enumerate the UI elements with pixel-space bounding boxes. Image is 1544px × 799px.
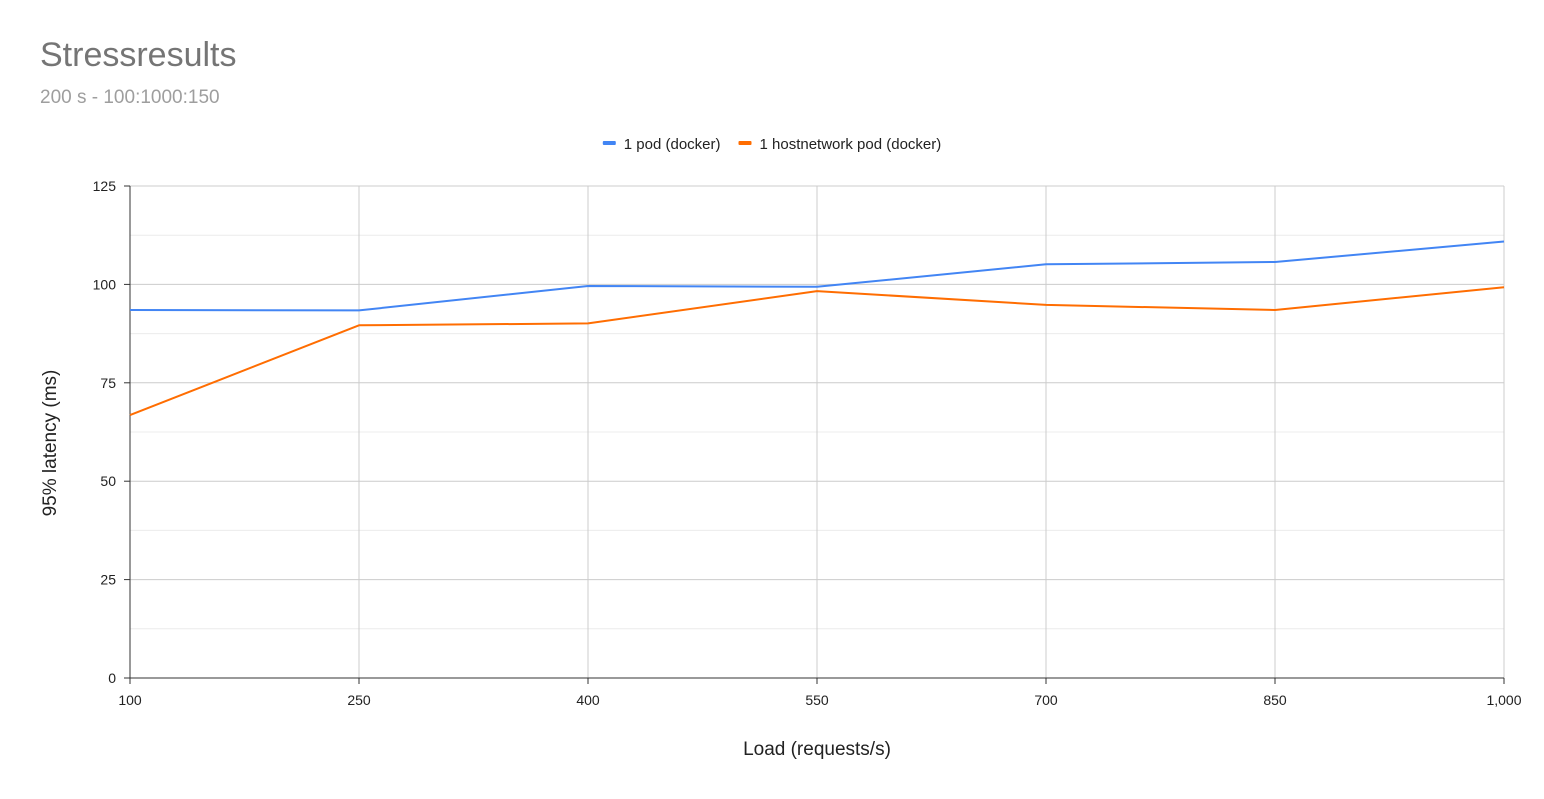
axes <box>124 185 1505 684</box>
y-tick-label: 75 <box>100 375 116 391</box>
series-line-2 <box>129 286 1505 417</box>
legend-item-2: 1 hostnetwork pod (docker) <box>738 136 942 153</box>
y-tick-label: 100 <box>93 276 117 292</box>
x-axis-title: Load (requests/s) <box>743 739 891 760</box>
y-axis-title: 95% latency (ms) <box>40 370 61 517</box>
y-tick-label: 125 <box>93 178 117 194</box>
y-tick-label: 0 <box>108 670 116 686</box>
x-tick-label: 550 <box>805 692 829 708</box>
legend-item-1: 1 pod (docker) <box>602 136 721 153</box>
x-tick-label: 1,000 <box>1486 692 1521 708</box>
chart-subtitle: 200 s - 100:1000:150 <box>40 87 220 108</box>
legend-label: 1 hostnetwork pod (docker) <box>760 136 942 153</box>
legend-swatch <box>738 141 752 145</box>
y-tick-label: 50 <box>100 473 116 489</box>
chart-title: Stressresults <box>40 36 237 74</box>
y-tick-label: 25 <box>100 572 116 588</box>
grid-lines <box>130 185 1505 678</box>
series-layer <box>129 240 1505 417</box>
x-tick-label: 400 <box>576 692 600 708</box>
x-tick-label: 250 <box>347 692 371 708</box>
tick-labels: 0 25 50 75 100 125 100 250 400 550 700 850 1,000 <box>93 178 1522 708</box>
series-line-1 <box>129 240 1505 312</box>
legend-swatch <box>602 141 616 145</box>
x-tick-label: 700 <box>1034 692 1058 708</box>
legend-label: 1 pod (docker) <box>624 136 721 153</box>
x-tick-label: 100 <box>118 692 142 708</box>
x-tick-label: 850 <box>1263 692 1287 708</box>
legend: 1 pod (docker) 1 hostnetwork pod (docker) <box>602 136 942 153</box>
